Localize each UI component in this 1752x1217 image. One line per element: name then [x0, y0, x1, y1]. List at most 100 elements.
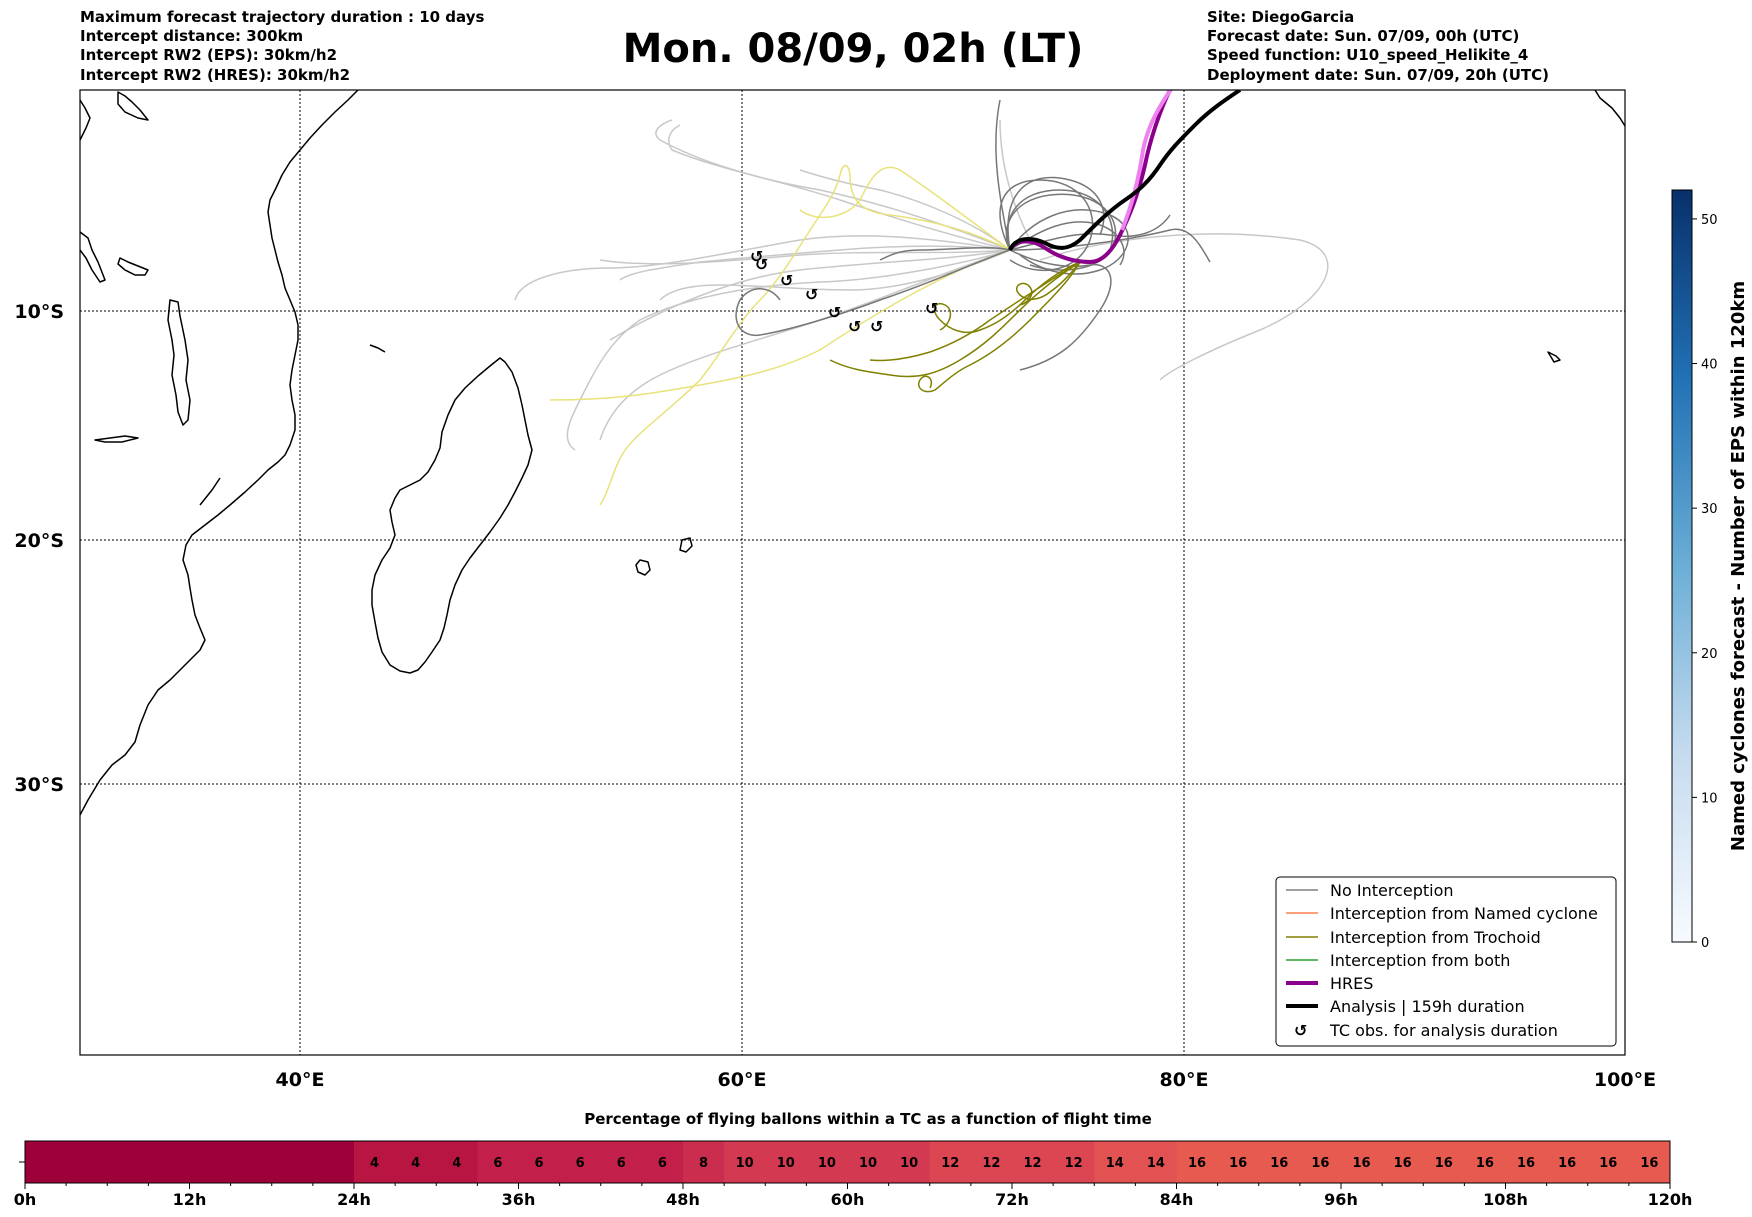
- header-left-info: Maximum forecast trajectory duration : 1…: [80, 8, 484, 84]
- percentage-bar-cell: [1258, 1141, 1301, 1183]
- percentage-bar-cell-value: 10: [736, 1156, 754, 1171]
- tc-obs-symbol: ↺: [925, 299, 938, 318]
- coastline-arabia: [80, 99, 91, 141]
- legend-label: Interception from Named cyclone: [1330, 904, 1598, 923]
- percentage-bar-tick-label: 0h: [14, 1190, 37, 1209]
- legend-item-named-cyclone: Interception from Named cyclone: [1286, 904, 1598, 923]
- legend-label: Analysis | 159h duration: [1330, 997, 1525, 1016]
- legend-symbol: ↺: [1294, 1021, 1307, 1040]
- tc-obs-symbol: ↺: [848, 317, 861, 336]
- legend-item-trochoid: Interception from Trochoid: [1286, 928, 1541, 947]
- track-olive-5: [869, 261, 1081, 362]
- percentage-bar-cell: [1546, 1141, 1589, 1183]
- colorbar-tick-label: 30: [1701, 502, 1718, 517]
- lon-label-60e: 60°E: [718, 1069, 767, 1091]
- track-lightgray-4: [514, 235, 1011, 301]
- percentage-bar-cell: [1587, 1141, 1630, 1183]
- coastline-africa: [80, 90, 359, 816]
- coastlines: [80, 90, 1625, 816]
- max-duration-text: Maximum forecast trajectory duration : 1…: [80, 8, 484, 26]
- percentage-bar-tick-label: 24h: [337, 1190, 371, 1209]
- percentage-bar-cell-value: 6: [535, 1156, 544, 1171]
- percentage-bar-cell: [559, 1141, 602, 1183]
- percentage-bar-cell-value: 16: [1394, 1156, 1412, 1171]
- tc-obs-symbol: ↺: [780, 271, 793, 290]
- track-darkgray-1: [999, 179, 1094, 272]
- percentage-bar-cell: [1628, 1141, 1671, 1183]
- island-east-2: [1547, 351, 1561, 363]
- percentage-bar-cell-value: 16: [1517, 1156, 1535, 1171]
- track-olive-4: [1016, 261, 1081, 306]
- madagascar: [371, 357, 533, 674]
- track-lightgray-12: [609, 249, 1011, 341]
- track-darkgray-7: [1009, 228, 1211, 263]
- percentage-bar-cell-value: 4: [370, 1156, 379, 1171]
- colorbar-label: Named cyclones forecast - Number of EPS …: [1728, 281, 1749, 851]
- legend-label: Interception from both: [1330, 951, 1510, 970]
- colorbar-gradient: [1671, 189, 1693, 943]
- percentage-bar-cell: [847, 1141, 890, 1183]
- legend-item-analysis: Analysis | 159h duration: [1286, 997, 1525, 1016]
- tc-obs-symbol: ↺: [750, 247, 763, 266]
- percentage-bar-cell-value: 14: [1106, 1156, 1124, 1171]
- percentage-bar-cell: [436, 1141, 478, 1183]
- percentage-bar-cell-value: 10: [859, 1156, 877, 1171]
- lon-label-80e: 80°E: [1160, 1069, 1209, 1091]
- colorbar-tick-label: 40: [1701, 358, 1718, 373]
- colorbar: 0 10 20 30 40 50 Named cyclones forecast - Nu…: [1671, 189, 1749, 951]
- percentage-bar-cell-value: 10: [900, 1156, 918, 1171]
- percentage-bar-cell-value: 4: [411, 1156, 420, 1171]
- percentage-bar-cell-value: 6: [658, 1156, 667, 1171]
- track-darkgray-10: [879, 247, 1011, 261]
- percentage-bar-cell-value: 6: [493, 1156, 502, 1171]
- percentage-bar-cell-value: 4: [452, 1156, 461, 1171]
- hres-track: [1008, 90, 1172, 265]
- legend-label: HRES: [1330, 974, 1373, 993]
- header-right-info: Site: DiegoGarcia Forecast date: Sun. 07…: [1207, 8, 1549, 84]
- tc-obs-symbol: ↺: [870, 317, 883, 336]
- colorbar-tick-label: 10: [1701, 791, 1718, 806]
- percentage-bar-cell: [395, 1141, 437, 1183]
- percentage-bar-cell-value: 16: [1640, 1156, 1658, 1171]
- percentage-bar-cell: [518, 1141, 561, 1183]
- legend-box: [1275, 876, 1617, 1047]
- site-text: Site: DiegoGarcia: [1207, 8, 1354, 26]
- light-gray-tracks: [514, 119, 1329, 451]
- percentage-bar-cell-value: 12: [941, 1156, 959, 1171]
- percentage-bar-cell-value: 12: [1065, 1156, 1083, 1171]
- olive-tracks: [829, 261, 1081, 393]
- tc-obs-symbol: ↺: [755, 255, 768, 274]
- percentage-bar: Percentage of flying ballons within a TC…: [14, 1110, 1693, 1209]
- lat-label-10s: 10°S: [14, 301, 64, 323]
- colorbar-tick-label: 50: [1701, 213, 1718, 228]
- map-frame: [79, 89, 1626, 1056]
- percentage-bar-cell: [724, 1141, 766, 1183]
- lat-labels: 10°S 20°S 30°S: [14, 301, 64, 796]
- percentage-bar-tick-label: 108h: [1483, 1190, 1528, 1209]
- island-comoros-1: [167, 299, 191, 426]
- percentage-bar-cell-value: 6: [617, 1156, 626, 1171]
- island-mauritius: [635, 559, 651, 576]
- track-yellow-2: [549, 249, 1011, 401]
- percentage-bar-cell: [683, 1141, 725, 1183]
- percentage-bar-cell-value: 12: [1024, 1156, 1042, 1171]
- legend-item-no-interception: No Interception: [1286, 881, 1454, 900]
- track-yellow-1: [599, 164, 1011, 506]
- percentage-bar-cell: [641, 1141, 684, 1183]
- track-lightgray-7: [1039, 233, 1329, 381]
- percentage-bar-cell-value: 6: [576, 1156, 585, 1171]
- island-mozambique: [94, 435, 139, 443]
- percentage-bar-tick-label: 48h: [666, 1190, 700, 1209]
- intercept-distance-text: Intercept distance: 300km: [80, 27, 303, 45]
- percentage-bar-cell: [1176, 1141, 1219, 1183]
- track-olive-2: [918, 261, 1081, 393]
- percentage-bar-cell-value: 16: [1270, 1156, 1288, 1171]
- track-lightgray-1: [599, 249, 1011, 265]
- percentage-bar-cell-value: 16: [1599, 1156, 1617, 1171]
- legend-label: Interception from Trochoid: [1330, 928, 1541, 947]
- trajectories: [514, 90, 1329, 506]
- percentage-bar-ticks: 0h 12h 24h 36h 48h 60h 72h 84h 96h 108h 120h: [14, 1183, 1692, 1209]
- percentage-bar-cell: [765, 1141, 807, 1183]
- percentage-bar-cell-value: 16: [1229, 1156, 1247, 1171]
- percentage-bar-cell: [1423, 1141, 1465, 1183]
